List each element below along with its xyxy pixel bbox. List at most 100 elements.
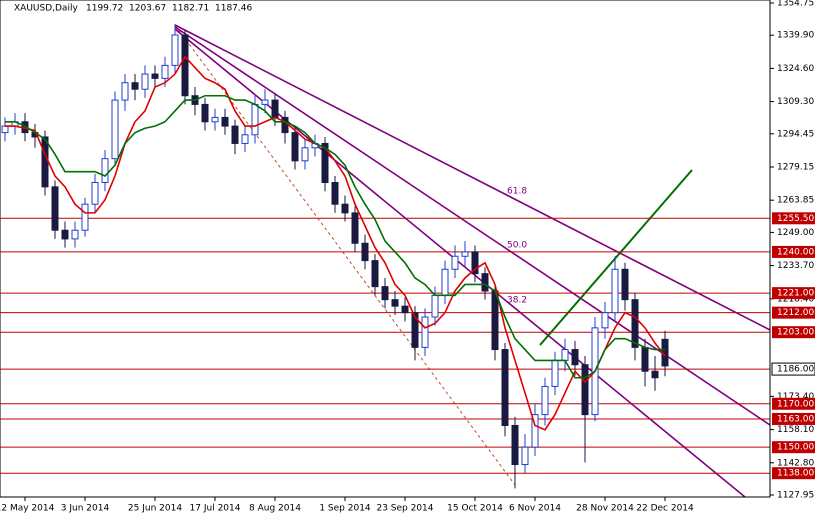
candle-body	[111, 99, 119, 160]
candle-body	[331, 182, 339, 205]
candle-body	[91, 182, 99, 205]
candle-body	[41, 136, 49, 188]
candle-body	[531, 414, 539, 448]
candle-body	[241, 134, 249, 144]
level-label-box	[772, 412, 815, 425]
level-label-box	[772, 467, 815, 480]
y-tick-label: 1309.30	[777, 97, 814, 107]
header-high: 1203.67	[129, 4, 166, 14]
level-label: 1138.00	[777, 469, 814, 479]
candle-body	[211, 116, 219, 123]
x-tick-label: 1 Sep 2014	[319, 504, 371, 514]
level-label: 1203.00	[777, 328, 814, 338]
y-tick-label: 1339.90	[777, 31, 814, 41]
level-label: 1240.00	[777, 247, 814, 257]
candle-body	[181, 34, 189, 97]
candle-body	[291, 132, 299, 162]
indicator-line	[5, 94, 665, 379]
level-label: 1212.00	[777, 308, 814, 318]
candle-body	[261, 99, 269, 105]
candle-body	[71, 229, 79, 240]
trend-line	[174, 26, 771, 426]
candle-body	[511, 424, 519, 466]
level-label-box	[772, 212, 815, 225]
candle-body	[471, 251, 479, 275]
x-tick-label: 23 Sep 2014	[376, 504, 433, 514]
x-tick-label: 17 Jul 2014	[190, 504, 241, 514]
level-label-box	[772, 245, 815, 258]
candle-body	[61, 229, 69, 240]
x-tick-label: 8 Aug 2014	[249, 504, 301, 514]
candle-body	[51, 186, 59, 231]
candle-body	[651, 370, 659, 379]
candle-body	[251, 103, 259, 136]
candle-body	[611, 268, 619, 314]
candle-body	[391, 299, 399, 307]
header: XAUUSD,Daily 1199.72 1203.67 1182.71 118…	[14, 4, 252, 14]
x-tick-label: 15 Oct 2014	[447, 504, 503, 514]
level-label-box	[772, 397, 815, 410]
level-label: 1221.00	[777, 289, 814, 299]
level-label: 1255.50	[777, 214, 814, 224]
level-label: 1163.00	[777, 414, 814, 424]
x-tick-label: 28 Nov 2014	[576, 504, 634, 514]
candle-body	[201, 103, 209, 123]
header-close: 1187.46	[215, 4, 252, 14]
candle-body	[411, 312, 419, 348]
header-low: 1182.71	[172, 4, 209, 14]
candle-body	[551, 359, 559, 387]
candle-body	[301, 147, 309, 162]
candle-body	[161, 64, 169, 79]
y-tick-label: 1142.80	[777, 458, 814, 468]
candle-body	[371, 260, 379, 288]
x-tick-label: 22 Dec 2014	[636, 504, 694, 514]
candle-body	[221, 116, 229, 127]
level-label-box	[772, 287, 815, 300]
y-tick-label: 1173.40	[777, 392, 814, 402]
candle-body	[151, 73, 159, 79]
candle-body	[401, 305, 409, 314]
candle-body	[131, 82, 139, 90]
y-tick-label: 1279.15	[777, 163, 814, 173]
y-tick-label: 1127.95	[777, 491, 814, 501]
candle-body	[561, 349, 569, 361]
candle-body	[481, 273, 489, 292]
candle-body	[571, 349, 579, 366]
current-level-label: 1186.00	[777, 365, 814, 375]
y-tick-label: 1158.10	[777, 425, 814, 435]
candle-body	[421, 316, 429, 348]
candle-body	[521, 446, 529, 466]
level-label-box	[772, 326, 815, 339]
channel-line	[539, 169, 693, 346]
candle-body	[81, 203, 89, 231]
level-label-box	[772, 306, 815, 319]
y-tick-label: 1249.00	[777, 228, 814, 238]
candle-body	[451, 255, 459, 270]
candle-body	[341, 203, 349, 214]
level-label: 1170.00	[777, 399, 814, 409]
x-tick-label: 12 May 2014	[0, 504, 55, 514]
retracement-line	[174, 24, 516, 486]
x-tick-label: 3 Jun 2014	[61, 504, 110, 514]
y-tick-label: 1354.75	[777, 0, 814, 9]
candle-body	[441, 268, 449, 296]
level-label-box	[772, 441, 815, 454]
candle-body	[1, 125, 9, 134]
fib-label: 61.8	[507, 187, 527, 197]
header-open: 1199.72	[86, 4, 123, 14]
y-tick-label: 1294.45	[777, 129, 814, 139]
candle-body	[171, 34, 179, 66]
candle-body	[641, 346, 649, 372]
candle-body	[321, 142, 329, 184]
candle-body	[461, 251, 469, 257]
candle-body	[501, 349, 509, 426]
candle-body	[361, 242, 369, 262]
current-level-box	[771, 362, 815, 376]
candle-body	[381, 286, 389, 301]
y-tick-label: 1218.40	[777, 294, 814, 304]
fib-label: 50.0	[507, 241, 527, 251]
candle-body	[621, 268, 629, 301]
candle-body	[351, 212, 359, 244]
candle-body	[631, 299, 639, 348]
